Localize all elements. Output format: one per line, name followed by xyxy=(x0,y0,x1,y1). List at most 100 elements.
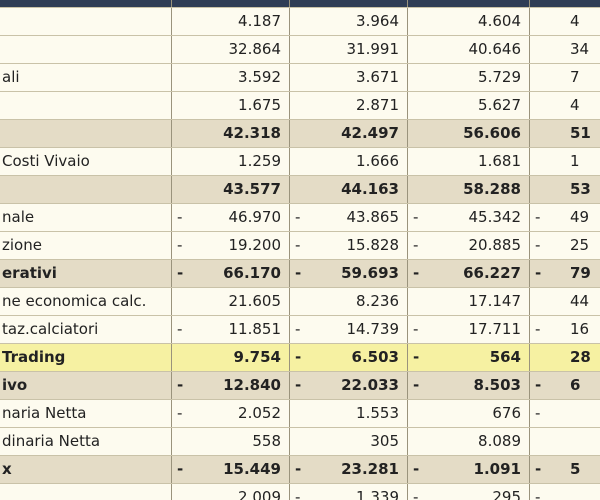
value-cell: 66.227 - xyxy=(408,260,530,287)
table-row: nale 46.970-43.865-45.342-49- xyxy=(0,204,600,232)
value-cell: 46.970 - xyxy=(172,204,290,231)
table-row: erativi 66.170-59.693-66.227-79- xyxy=(0,260,600,288)
cell-value: 1.339 xyxy=(356,488,399,500)
row-label: erativi xyxy=(0,260,172,287)
value-cell: 16 - xyxy=(530,316,600,343)
row-label: x xyxy=(0,456,172,483)
cell-sign: - xyxy=(535,236,541,254)
value-cell: 1 xyxy=(530,148,600,175)
cell-sign: - xyxy=(413,208,419,226)
cell-sign: - xyxy=(295,460,302,478)
value-cell: 19.200 - xyxy=(172,232,290,259)
cell-sign: - xyxy=(535,404,541,422)
cell-value: 49 xyxy=(570,208,590,226)
cell-sign: - xyxy=(177,404,183,422)
value-cell: 17.711 - xyxy=(408,316,530,343)
cell-value: 2.871 xyxy=(356,96,399,114)
cell-value: 2.009 xyxy=(238,488,281,500)
value-cell: 44 xyxy=(530,288,600,315)
cell-sign: - xyxy=(413,264,420,282)
table-row: ne economica calc. 21.605 8.236 17.147 44 xyxy=(0,288,600,316)
cell-value: 58.288 xyxy=(463,180,521,198)
table-row: 32.864 31.991 40.646 34 xyxy=(0,36,600,64)
cell-value: 8.089 xyxy=(478,432,521,450)
cell-value: 564 xyxy=(489,348,521,366)
table-row: Trading 9.754 6.503-564-28 xyxy=(0,344,600,372)
row-label xyxy=(0,484,172,500)
value-cell: 15.828 - xyxy=(290,232,408,259)
value-cell: 32.864 xyxy=(172,36,290,63)
row-label: ali xyxy=(0,64,172,91)
cell-value: 11.851 xyxy=(228,320,282,338)
table-row: 4.187 3.964 4.604 4 xyxy=(0,8,600,36)
cell-value: 19.200 xyxy=(228,236,282,254)
value-cell: 9.754 xyxy=(172,344,290,371)
value-cell: 22.033 - xyxy=(290,372,408,399)
value-cell: 3.671 xyxy=(290,64,408,91)
value-cell: 43.865 - xyxy=(290,204,408,231)
cell-value: 22.033 xyxy=(341,376,399,394)
cell-sign: - xyxy=(413,488,419,500)
cell-value: 3.671 xyxy=(356,68,399,86)
value-cell: 25 - xyxy=(530,232,600,259)
cell-value: 20.885 xyxy=(468,236,522,254)
value-cell: 2.871 xyxy=(290,92,408,119)
value-cell: 17.147 xyxy=(408,288,530,315)
cell-sign: - xyxy=(295,208,301,226)
cell-sign: - xyxy=(413,348,420,366)
value-cell: 11.851 - xyxy=(172,316,290,343)
value-cell: 43.577 xyxy=(172,176,290,203)
cell-sign: - xyxy=(535,488,541,500)
row-label: ne economica calc. xyxy=(0,288,172,315)
header-cell xyxy=(0,0,172,7)
cell-sign: - xyxy=(413,320,419,338)
value-cell: 295 - xyxy=(408,484,530,500)
value-cell: 8.236 xyxy=(290,288,408,315)
cell-value: 17.711 xyxy=(468,320,522,338)
cell-sign: - xyxy=(413,460,420,478)
cell-sign: - xyxy=(295,488,301,500)
cell-value: 23.281 xyxy=(341,460,399,478)
cell-sign: - xyxy=(413,236,419,254)
cell-value: 25 xyxy=(570,236,590,254)
cell-sign: - xyxy=(535,376,542,394)
cell-value: 56.606 xyxy=(463,124,521,142)
value-cell: 5.627 xyxy=(408,92,530,119)
cell-value: 295 xyxy=(492,488,521,500)
header-cell: 2014 xyxy=(290,0,408,7)
cell-value: 4 xyxy=(570,12,580,30)
value-cell: - xyxy=(530,400,600,427)
row-label xyxy=(0,36,172,63)
value-cell: 6.503 - xyxy=(290,344,408,371)
cell-sign: - xyxy=(295,320,301,338)
cell-value: 3.964 xyxy=(356,12,399,30)
cell-value: 28 xyxy=(570,348,591,366)
table-row: 2.009 1.339 - 295 - - xyxy=(0,484,600,500)
value-cell: - xyxy=(530,484,600,500)
cell-value: 45.342 xyxy=(468,208,522,226)
cell-value: 1.259 xyxy=(238,152,281,170)
row-label: ivo xyxy=(0,372,172,399)
value-cell: 4.604 xyxy=(408,8,530,35)
value-cell: 4.187 xyxy=(172,8,290,35)
cell-value: 66.227 xyxy=(463,264,521,282)
cell-value: 3.592 xyxy=(238,68,281,86)
cell-value: 4 xyxy=(570,96,580,114)
cell-value: 51 xyxy=(570,124,591,142)
cell-value: 42.318 xyxy=(223,124,281,142)
value-cell: 4 xyxy=(530,92,600,119)
cell-value: 4.187 xyxy=(238,12,281,30)
value-cell: 1.339 - xyxy=(290,484,408,500)
value-cell: 44.163 xyxy=(290,176,408,203)
cell-value: 7 xyxy=(570,68,580,86)
table-row: ali 3.592 3.671 5.729 7 xyxy=(0,64,600,92)
cell-value: 5.627 xyxy=(478,96,521,114)
cell-sign: - xyxy=(295,348,302,366)
value-cell: 21.605 xyxy=(172,288,290,315)
value-cell: 15.449 - xyxy=(172,456,290,483)
value-cell: 31.991 xyxy=(290,36,408,63)
cell-value: 79 xyxy=(570,264,591,282)
cell-sign: - xyxy=(177,236,183,254)
